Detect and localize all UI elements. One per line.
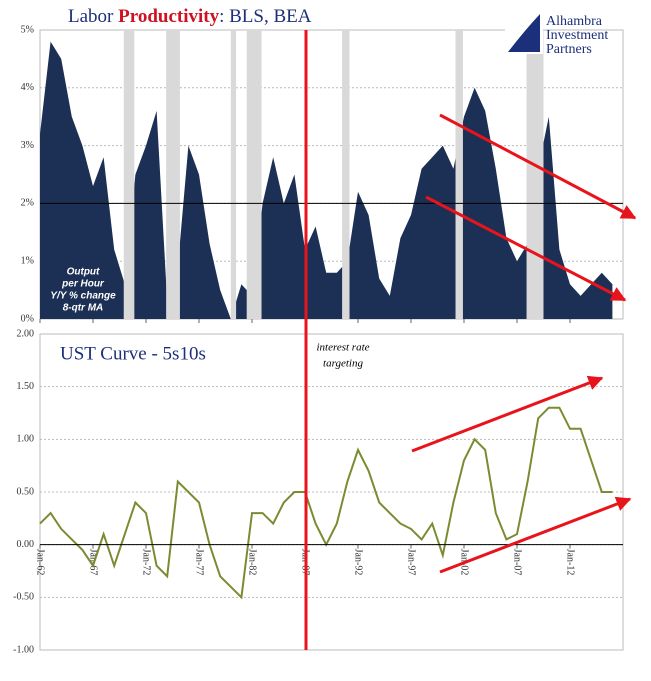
y-tick-label: 0%: [21, 313, 34, 324]
y-tick-label: 4%: [21, 82, 34, 93]
recession-band: [123, 30, 135, 319]
y-tick-label: 0.50: [17, 486, 35, 497]
annotation: targeting: [323, 358, 363, 370]
y-tick-label: 1.50: [17, 381, 35, 392]
recession-band: [455, 30, 463, 319]
recession-band: [526, 30, 544, 319]
x-tick-label: Jan-12: [565, 549, 576, 576]
y-tick-label: 2.00: [17, 328, 35, 339]
logo-text: Alhambra: [546, 14, 603, 29]
trend-arrow: [425, 195, 627, 302]
y-tick-label: -0.50: [13, 592, 34, 603]
x-tick-label: Jan-72: [141, 549, 152, 576]
trend-arrow: [439, 113, 637, 220]
y-tick-label: 5%: [21, 24, 34, 35]
x-tick-label: Jan-97: [406, 549, 417, 576]
annotation: 8-qtr MA: [63, 303, 104, 314]
annotation: Output: [67, 267, 100, 278]
logo-text: Partners: [546, 42, 592, 57]
recession-band: [230, 30, 237, 319]
area: [40, 41, 613, 319]
x-tick-label: Jan-62: [35, 549, 46, 576]
bottom-frame: [39, 333, 624, 651]
logo-text: Investment: [546, 28, 608, 43]
bottom-title: UST Curve - 5s10s: [60, 343, 206, 364]
x-tick-label: Jan-77: [194, 549, 205, 576]
y-tick-label: 1%: [21, 255, 34, 266]
line: [39, 406, 613, 600]
y-tick-label: -1.00: [13, 644, 34, 655]
x-tick-label: Jan-92: [353, 549, 364, 576]
y-tick-label: 2%: [21, 198, 34, 209]
logo-icon: [508, 14, 540, 52]
recession-band: [342, 30, 350, 319]
y-tick-label: 1.00: [17, 434, 35, 445]
trend-arrow: [439, 496, 632, 574]
top-title: Labor Productivity: BLS, BEA: [68, 6, 312, 27]
trend-arrow: [411, 375, 604, 453]
y-tick-label: 0.00: [17, 539, 35, 550]
annotation: per Hour: [61, 279, 105, 290]
annotation: Y/Y % change: [50, 291, 116, 302]
recession-band: [166, 30, 180, 319]
x-tick-label: Jan-82: [247, 549, 258, 576]
recession-band: [246, 30, 262, 319]
x-tick-label: Jan-07: [512, 549, 523, 576]
y-tick-label: 3%: [21, 140, 34, 151]
annotation: interest rate: [316, 342, 369, 354]
